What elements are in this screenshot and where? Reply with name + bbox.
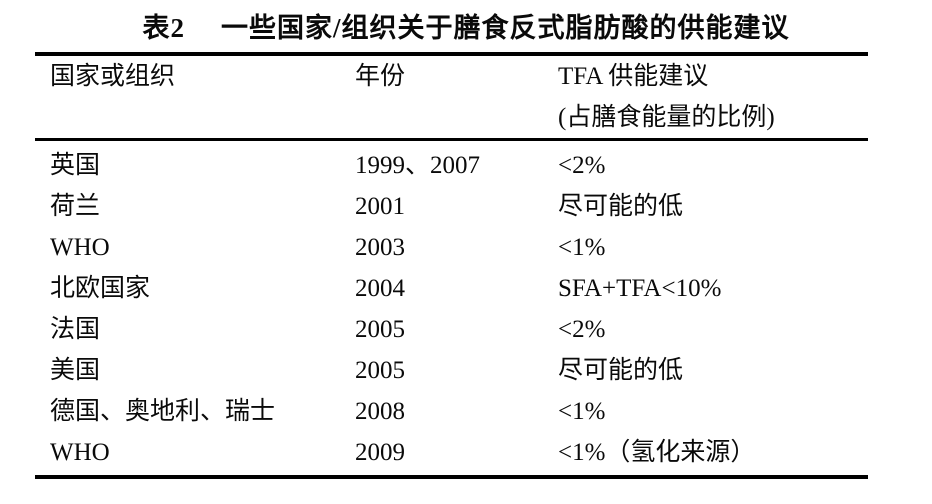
country-cell: 美国 <box>50 357 101 384</box>
table-row: WHO 2009 <1%（氢化来源） <box>50 432 868 473</box>
column-header-country: 国家或组织 <box>50 63 176 90</box>
year-cell: 2005 <box>355 357 405 384</box>
table-row: 北欧国家 2004 SFA+TFA<10% <box>50 268 868 309</box>
table-row: 英国 1999、2007 <2% <box>50 145 868 186</box>
year-cell: 2008 <box>355 398 405 425</box>
year-cell: 2004 <box>355 275 405 302</box>
column-header-recommendation-line2: (占膳食能量的比例) <box>558 104 775 131</box>
recommendation-cell: <1%（氢化来源） <box>558 439 756 466</box>
table-title-text: 一些国家/组织关于膳食反式脂肪酸的供能建议 <box>220 13 790 43</box>
column-header-year: 年份 <box>355 63 406 90</box>
year-cell: 2003 <box>355 234 405 261</box>
country-cell: WHO <box>50 439 110 466</box>
country-cell: 荷兰 <box>50 193 101 220</box>
recommendation-cell: <1% <box>558 234 606 261</box>
table-row: 美国 2005 尽可能的低 <box>50 350 868 391</box>
table-row: WHO 2003 <1% <box>50 227 868 268</box>
table-row: 荷兰 2001 尽可能的低 <box>50 186 868 227</box>
country-cell: 法国 <box>50 316 101 343</box>
year-cell: 2005 <box>355 316 405 343</box>
year-cell: 2001 <box>355 193 405 220</box>
country-cell: 英国 <box>50 152 101 179</box>
country-cell: 德国、奥地利、瑞士 <box>50 398 276 425</box>
table-row: 法国 2005 <2% <box>50 309 868 350</box>
table-row: 德国、奥地利、瑞士 2008 <1% <box>50 391 868 432</box>
table-number: 表2 <box>142 13 185 43</box>
country-cell: WHO <box>50 234 110 261</box>
recommendation-cell: <2% <box>558 316 606 343</box>
recommendation-cell: <1% <box>558 398 606 425</box>
year-cell: 1999、2007 <box>355 152 481 179</box>
recommendation-cell: <2% <box>558 152 606 179</box>
recommendation-cell: 尽可能的低 <box>558 357 684 384</box>
table-header-row: 国家或组织 年份 TFA 供能建议 (占膳食能量的比例) <box>35 56 868 141</box>
recommendation-cell: SFA+TFA<10% <box>558 275 722 302</box>
column-header-recommendation: TFA 供能建议 (占膳食能量的比例) <box>558 56 868 138</box>
table-body: 英国 1999、2007 <2% 荷兰 2001 尽可能的低 WHO 2003 … <box>35 141 868 475</box>
table-caption: 表2 一些国家/组织关于膳食反式脂肪酸的供能建议 <box>0 0 932 46</box>
recommendation-cell: 尽可能的低 <box>558 193 684 220</box>
tfa-recommendations-table: 国家或组织 年份 TFA 供能建议 (占膳食能量的比例) 英国 1999、200… <box>35 52 868 479</box>
year-cell: 2009 <box>355 439 405 466</box>
column-header-recommendation-line1: TFA 供能建议 <box>558 63 709 90</box>
country-cell: 北欧国家 <box>50 275 151 302</box>
